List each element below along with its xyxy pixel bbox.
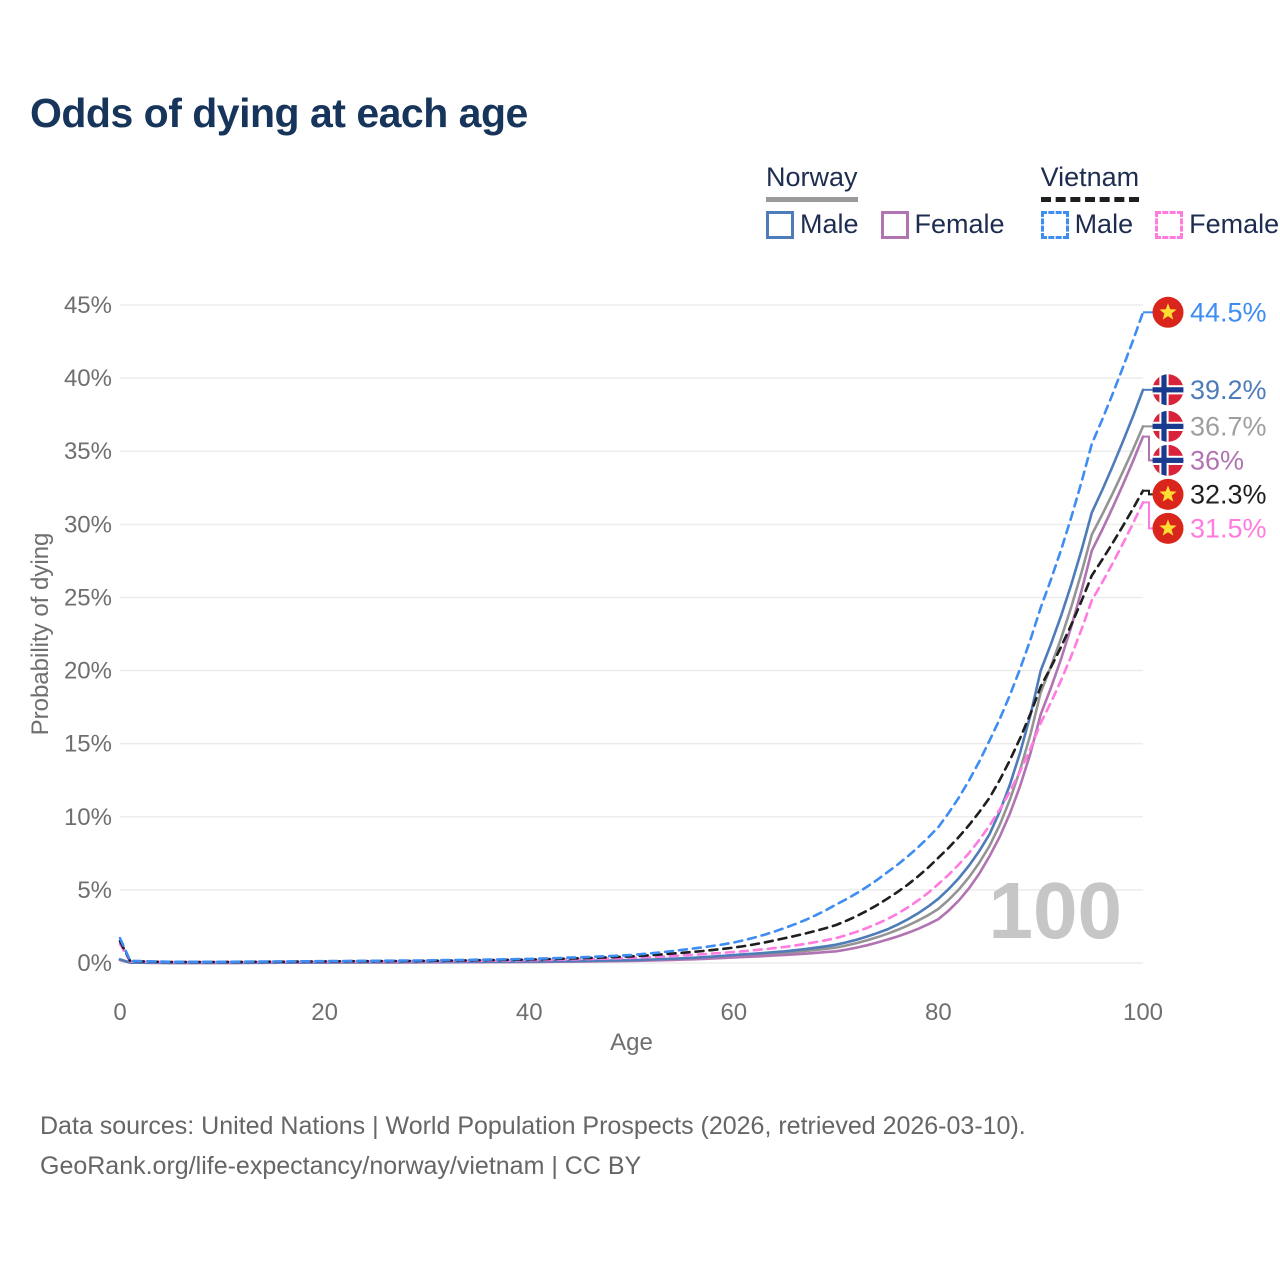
legend-item-norway-female[interactable]: Female	[880, 209, 1005, 240]
x-axis-title: Age	[610, 1029, 653, 1056]
x-tick-label: 100	[1123, 999, 1163, 1026]
end-label-norway-male: 39.2%	[1190, 375, 1267, 405]
norway-male-swatch-icon	[766, 210, 794, 239]
x-tick-label: 0	[113, 999, 126, 1026]
legend-label-vietnam-female: Female	[1189, 209, 1280, 239]
y-tick-label: 15%	[64, 731, 112, 758]
norway-flag-icon	[1152, 444, 1184, 476]
vietnam-flag-icon	[1152, 478, 1184, 510]
y-tick-label: 30%	[64, 511, 112, 538]
end-label-connector-vietnam-both	[1143, 489, 1153, 496]
x-tick-label: 40	[516, 999, 543, 1026]
legend-country-vietnam: Vietnam	[1040, 162, 1140, 202]
legend-group-norway: Norway Male Female	[766, 162, 1005, 240]
x-tick-label: 20	[311, 999, 338, 1026]
footer-attribution: GeoRank.org/life-expectancy/norway/vietn…	[40, 1152, 642, 1180]
y-tick-label: 45%	[64, 292, 112, 319]
y-tick-label: 40%	[64, 365, 112, 392]
norway-flag-icon	[1152, 374, 1184, 406]
end-label-vietnam-female: 31.5%	[1190, 513, 1267, 543]
footer-sources: Data sources: United Nations | World Pop…	[40, 1112, 1026, 1140]
page-title: Odds of dying at each age	[30, 90, 528, 136]
x-tick-label: 80	[925, 999, 952, 1026]
y-tick-label: 5%	[77, 877, 112, 904]
y-tick-label: 20%	[64, 658, 112, 685]
series-line-vietnam-female	[118, 501, 1145, 964]
watermark-age-100: 100	[989, 866, 1122, 955]
norway-flag-icon	[1152, 410, 1184, 442]
legend: Norway Male Female Vietnam Male Female	[766, 162, 1279, 240]
legend-label-norway-male: Male	[800, 209, 859, 239]
vietnam-female-swatch-icon	[1155, 210, 1184, 239]
end-label-norway-female: 36%	[1190, 445, 1244, 475]
series-line-vietnam-male	[118, 311, 1145, 964]
end-label-vietnam-male: 44.5%	[1190, 297, 1267, 327]
legend-item-norway-male[interactable]: Male	[766, 209, 859, 240]
legend-group-vietnam: Vietnam Male Female	[1040, 162, 1279, 240]
vietnam-flag-icon	[1152, 296, 1184, 328]
end-label-connector-vietnam-female	[1143, 501, 1153, 530]
end-label-vietnam-both: 32.3%	[1190, 479, 1267, 509]
legend-label-vietnam-male: Male	[1074, 209, 1134, 239]
end-label-norway-both: 36.7%	[1190, 411, 1267, 441]
y-tick-label: 0%	[77, 950, 112, 977]
y-tick-label: 35%	[64, 438, 112, 465]
legend-item-vietnam-female[interactable]: Female	[1155, 209, 1279, 240]
y-tick-label: 25%	[64, 584, 112, 611]
end-label-connector-norway-female	[1143, 435, 1153, 462]
x-tick-label: 60	[720, 999, 747, 1026]
norway-female-swatch-icon	[880, 210, 909, 239]
y-axis-title: Probability of dying	[27, 533, 54, 736]
footer: Data sources: United Nations | World Pop…	[40, 1106, 1026, 1186]
legend-label-norway-female: Female	[914, 209, 1005, 239]
vietnam-flag-icon	[1152, 512, 1184, 544]
y-tick-label: 10%	[64, 804, 112, 831]
vietnam-male-swatch-icon	[1040, 210, 1069, 239]
legend-country-norway: Norway	[766, 162, 858, 202]
legend-item-vietnam-male[interactable]: Male	[1040, 209, 1134, 240]
